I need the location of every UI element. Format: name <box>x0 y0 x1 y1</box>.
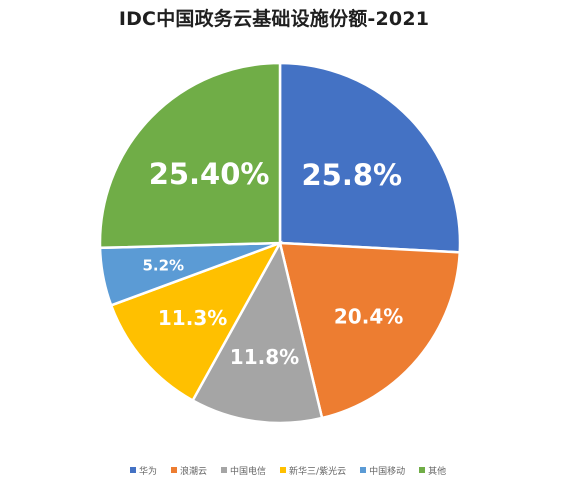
pie-slice-3 <box>191 239 324 425</box>
slice-label-6: 25.40% <box>149 157 270 191</box>
legend-swatch <box>130 467 136 473</box>
legend-label: 浪潮云 <box>180 466 208 477</box>
legend-item-1: 华为 <box>130 464 158 477</box>
chart-legend: 华为 浪潮云 中国电信 新华三/紫光云 中国移动 其他 <box>130 464 447 477</box>
pie-slices <box>98 61 462 425</box>
pie-slice-4 <box>109 240 283 403</box>
legend-swatch <box>280 467 287 473</box>
legend-label: 中国电信 <box>230 466 267 477</box>
pie-slice-6 <box>98 61 282 250</box>
slice-label-3: 11.8% <box>230 345 299 369</box>
pie-slice-2 <box>278 241 462 420</box>
legend-label: 中国移动 <box>369 466 406 477</box>
legend-item-2: 浪潮云 <box>171 464 208 477</box>
legend-swatch <box>419 467 426 473</box>
legend-item-3: 中国电信 <box>221 464 267 477</box>
legend-label: 新华三/紫光云 <box>289 466 347 477</box>
chart-title: IDC中国政务云基础设施份额-2021 <box>118 8 430 30</box>
legend-item-6: 其他 <box>419 464 447 477</box>
slice-label-5: 5.2% <box>142 257 184 275</box>
legend-swatch <box>221 467 228 473</box>
legend-swatch <box>171 467 178 473</box>
legend-label: 其他 <box>428 466 447 477</box>
legend-item-5: 中国移动 <box>360 464 406 477</box>
legend-label: 华为 <box>139 466 158 477</box>
pie-slice-1 <box>278 61 462 254</box>
slice-labels: 25.8% 20.4% 11.8%11.3% 5.2% 25.40% <box>142 157 403 369</box>
slice-label-4: 11.3% <box>158 306 227 330</box>
slice-label-1: 25.8% <box>301 158 402 192</box>
legend-item-4: 新华三/紫光云 <box>280 464 347 477</box>
slice-label-2: 20.4% <box>334 305 403 329</box>
legend-swatch <box>360 467 367 473</box>
